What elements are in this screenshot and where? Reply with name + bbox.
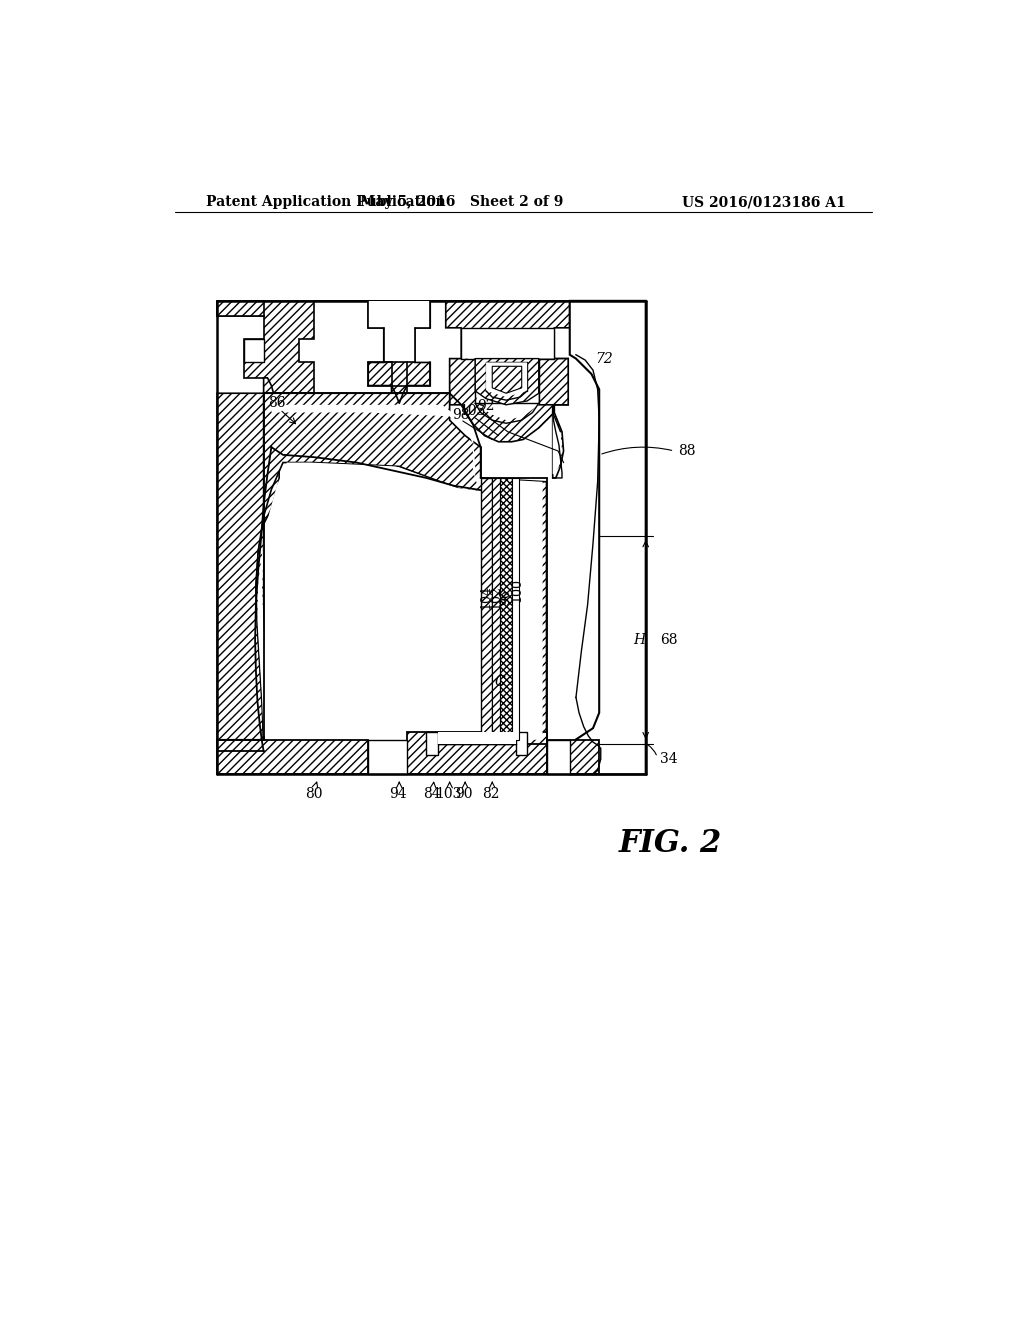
- Polygon shape: [486, 363, 527, 397]
- Polygon shape: [217, 739, 369, 775]
- Polygon shape: [569, 301, 646, 775]
- Polygon shape: [539, 359, 568, 478]
- Text: 92: 92: [477, 400, 495, 413]
- Polygon shape: [500, 478, 512, 739]
- Text: 68: 68: [659, 632, 677, 647]
- Polygon shape: [461, 327, 554, 420]
- Text: 86: 86: [268, 396, 286, 411]
- Polygon shape: [547, 739, 599, 775]
- Text: 103: 103: [435, 787, 461, 801]
- Polygon shape: [547, 739, 569, 775]
- Polygon shape: [369, 739, 407, 775]
- Polygon shape: [217, 378, 280, 751]
- Polygon shape: [430, 301, 569, 442]
- Polygon shape: [493, 478, 500, 739]
- Polygon shape: [369, 301, 430, 363]
- Text: 80: 80: [305, 787, 323, 801]
- Polygon shape: [426, 733, 527, 755]
- Polygon shape: [475, 359, 539, 405]
- Polygon shape: [480, 478, 493, 739]
- Polygon shape: [512, 478, 519, 739]
- Polygon shape: [217, 301, 263, 317]
- Text: 103: 103: [460, 404, 486, 418]
- Polygon shape: [217, 393, 547, 751]
- Text: 34: 34: [659, 752, 677, 766]
- Text: 94: 94: [389, 787, 407, 801]
- Polygon shape: [553, 412, 562, 474]
- Text: 84: 84: [423, 787, 440, 801]
- Text: H: H: [634, 632, 645, 647]
- Polygon shape: [438, 733, 515, 743]
- Polygon shape: [257, 405, 543, 739]
- Text: Patent Application Publication: Patent Application Publication: [206, 195, 445, 210]
- Text: 102: 102: [489, 585, 503, 610]
- Text: 96: 96: [499, 589, 512, 606]
- Polygon shape: [217, 301, 314, 393]
- Text: FIG. 2: FIG. 2: [618, 828, 722, 859]
- Polygon shape: [245, 339, 263, 363]
- Polygon shape: [493, 367, 521, 393]
- Polygon shape: [407, 733, 547, 775]
- Text: May 5, 2016   Sheet 2 of 9: May 5, 2016 Sheet 2 of 9: [359, 195, 563, 210]
- Text: C: C: [495, 675, 505, 689]
- Text: 90: 90: [455, 787, 472, 801]
- Text: 88: 88: [678, 444, 695, 458]
- Text: 72: 72: [596, 351, 613, 366]
- Text: 104: 104: [479, 585, 493, 610]
- Polygon shape: [314, 301, 430, 405]
- Text: 100: 100: [511, 578, 523, 602]
- Text: 98: 98: [453, 408, 470, 422]
- Text: US 2016/0123186 A1: US 2016/0123186 A1: [682, 195, 846, 210]
- Text: 82: 82: [482, 787, 500, 801]
